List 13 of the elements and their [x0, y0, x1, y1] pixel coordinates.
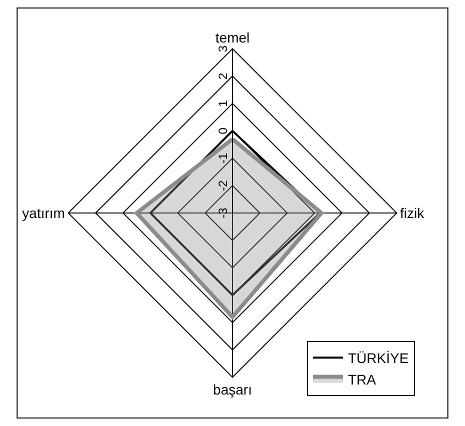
y-tick-label: -1: [216, 152, 230, 164]
y-tick-label: 3: [216, 45, 230, 52]
y-tick-label: -3: [216, 207, 230, 218]
legend-label: TRA: [348, 371, 377, 388]
y-tick-label: 0: [216, 127, 230, 134]
legend-label: TÜRKİYE: [348, 350, 409, 366]
y-tick-label: 1: [216, 100, 230, 107]
spoke-label: fizik: [400, 204, 426, 221]
y-tick-label: -2: [216, 180, 230, 191]
spoke-label: temel: [215, 30, 250, 46]
spoke-label: başarı: [213, 382, 252, 398]
y-tick-label: 2: [216, 72, 230, 80]
spoke-label: yatırım: [22, 204, 65, 221]
